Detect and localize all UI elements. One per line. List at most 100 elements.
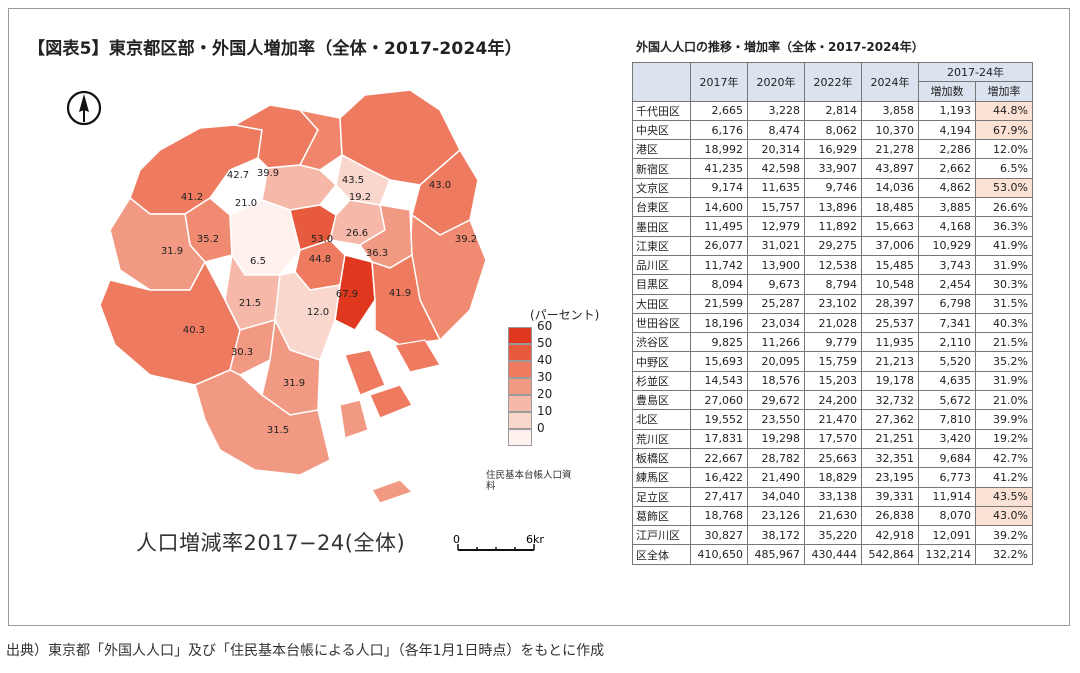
table-row: 豊島区 27,060 29,672 24,200 32,732 5,672 21.0% [632, 390, 1033, 411]
value-2024-cell: 28,397 [861, 293, 919, 314]
value-2024-cell: 21,251 [861, 428, 919, 449]
legend-swatch [508, 412, 532, 429]
ward-name-cell: 世田谷区 [632, 312, 691, 334]
value-2024-cell: 21,278 [861, 139, 919, 160]
value-2020-cell: 23,550 [747, 409, 805, 430]
value-2024-cell: 21,213 [861, 351, 919, 372]
value-2020-cell: 11,266 [747, 332, 805, 353]
value-2022-cell: 17,570 [804, 428, 862, 449]
value-2024-cell: 42,918 [861, 525, 919, 546]
rate-cell: 43.0% [975, 505, 1033, 527]
value-2017-cell: 19,552 [690, 409, 748, 430]
table-row: 練馬区 16,422 21,490 18,829 23,195 6,773 41.2% [632, 467, 1033, 488]
increase-cell: 8,070 [918, 505, 976, 527]
bay-island [369, 384, 413, 419]
ward-name-cell: 大田区 [632, 293, 691, 314]
value-2020-cell: 19,298 [747, 428, 805, 449]
ward-name-cell: 荒川区 [632, 428, 691, 449]
population-table: 2017年 2020年 2022年 2024年 2017-24年 増加数 増加率… [632, 61, 1033, 565]
legend-label: 30 [537, 370, 553, 384]
increase-cell: 4,168 [918, 216, 976, 237]
value-2017-cell: 11,742 [690, 254, 748, 276]
header-2022: 2022年 [804, 62, 862, 102]
value-2024-cell: 11,935 [861, 332, 919, 353]
legend-swatch [508, 344, 532, 361]
ward-labels: 41.2 42.7 39.9 43.5 43.0 21.0 19.2 35.2 31.9 53.0… [161, 168, 477, 436]
increase-cell: 4,635 [918, 370, 976, 392]
ward-rate-label: 39.2 [455, 234, 477, 245]
table-row: 中央区 6,176 8,474 8,062 10,370 4,194 67.9% [632, 119, 1033, 141]
value-2020-cell: 13,900 [747, 254, 805, 276]
ward-map: 41.2 42.7 39.9 43.5 43.0 21.0 19.2 35.2 31.9 53.0… [66, 89, 487, 504]
ward-name-cell: 板橋区 [632, 447, 691, 469]
table-row: 新宿区 41,235 42,598 33,907 43,897 2,662 6.5% [632, 158, 1033, 179]
value-2024-cell: 15,663 [861, 216, 919, 237]
ward-rate-label: 36.3 [366, 248, 388, 259]
value-2020-cell: 42,598 [747, 158, 805, 179]
increase-cell: 2,110 [918, 332, 976, 353]
rate-cell: 19.2% [975, 428, 1033, 449]
ward-name-cell: 千代田区 [632, 100, 691, 121]
bay-island [394, 339, 441, 373]
increase-cell: 5,672 [918, 390, 976, 411]
value-2024-cell: 39,331 [861, 486, 919, 507]
value-2024-cell: 10,548 [861, 274, 919, 295]
value-2020-cell: 20,095 [747, 351, 805, 372]
rate-cell: 31.5% [975, 293, 1033, 314]
ward-ota [194, 369, 331, 476]
value-2020-cell: 11,635 [747, 177, 805, 199]
value-2017-cell: 15,693 [690, 351, 748, 372]
table-row: 江東区 26,077 31,021 29,275 37,006 10,929 41.9% [632, 235, 1033, 256]
legend-label: 40 [537, 353, 553, 367]
increase-cell: 3,743 [918, 254, 976, 276]
value-2017-cell: 18,992 [690, 139, 748, 160]
value-2024-cell: 32,351 [861, 447, 919, 469]
value-2024-cell: 32,732 [861, 390, 919, 411]
increase-cell: 6,798 [918, 293, 976, 314]
value-2022-cell: 21,470 [804, 409, 862, 430]
rate-cell: 31.9% [975, 370, 1033, 392]
ward-name-cell: 墨田区 [632, 216, 691, 237]
value-2017-cell: 30,827 [690, 525, 748, 546]
table-row: 目黒区 8,094 9,673 8,794 10,548 2,454 30.3% [632, 274, 1033, 295]
table-row: 台東区 14,600 15,757 13,896 18,485 3,885 26.6% [632, 197, 1033, 218]
table-row: 荒川区 17,831 19,298 17,570 21,251 3,420 19.2% [632, 428, 1033, 449]
ward-rate-label: 6.5 [250, 256, 266, 267]
value-2017-cell: 18,196 [690, 312, 748, 334]
value-2017-cell: 17,831 [690, 428, 748, 449]
legend-swatch [508, 327, 532, 344]
value-2022-cell: 15,203 [804, 370, 862, 392]
ward-rate-label: 53.0 [311, 234, 333, 245]
ward-name-cell: 品川区 [632, 254, 691, 276]
value-2024-cell: 23,195 [861, 467, 919, 488]
increase-cell: 9,684 [918, 447, 976, 469]
value-2022-cell: 9,779 [804, 332, 862, 353]
value-2020-cell: 3,228 [747, 100, 805, 121]
value-2020-cell: 21,490 [747, 467, 805, 488]
value-2022-cell: 2,814 [804, 100, 862, 121]
increase-cell: 4,194 [918, 119, 976, 141]
scale-bar: 0 6km [453, 533, 544, 551]
header-ward [632, 62, 691, 102]
legend-label: 20 [537, 387, 553, 401]
header-rate: 増加率 [975, 81, 1033, 102]
table-row: 渋谷区 9,825 11,266 9,779 11,935 2,110 21.5% [632, 332, 1033, 353]
increase-cell: 7,341 [918, 312, 976, 334]
legend-swatch [508, 378, 532, 395]
rate-cell: 39.2% [975, 525, 1033, 546]
scale-start: 0 [453, 533, 460, 546]
ward-rate-label: 43.5 [342, 175, 364, 186]
legend-label: 50 [537, 336, 553, 350]
rate-cell: 39.9% [975, 409, 1033, 430]
ward-rate-label: 41.9 [389, 288, 411, 299]
value-2024-cell: 25,537 [861, 312, 919, 334]
ward-name-cell: 杉並区 [632, 370, 691, 392]
value-2017-cell: 27,060 [690, 390, 748, 411]
ward-name-cell: 豊島区 [632, 390, 691, 411]
value-2020-cell: 23,126 [747, 505, 805, 527]
value-2017-cell: 26,077 [690, 235, 748, 256]
legend-label: 60 [537, 319, 553, 333]
value-2024-cell: 26,838 [861, 505, 919, 527]
value-2017-cell: 27,417 [690, 486, 748, 507]
value-2020-cell: 20,314 [747, 139, 805, 160]
